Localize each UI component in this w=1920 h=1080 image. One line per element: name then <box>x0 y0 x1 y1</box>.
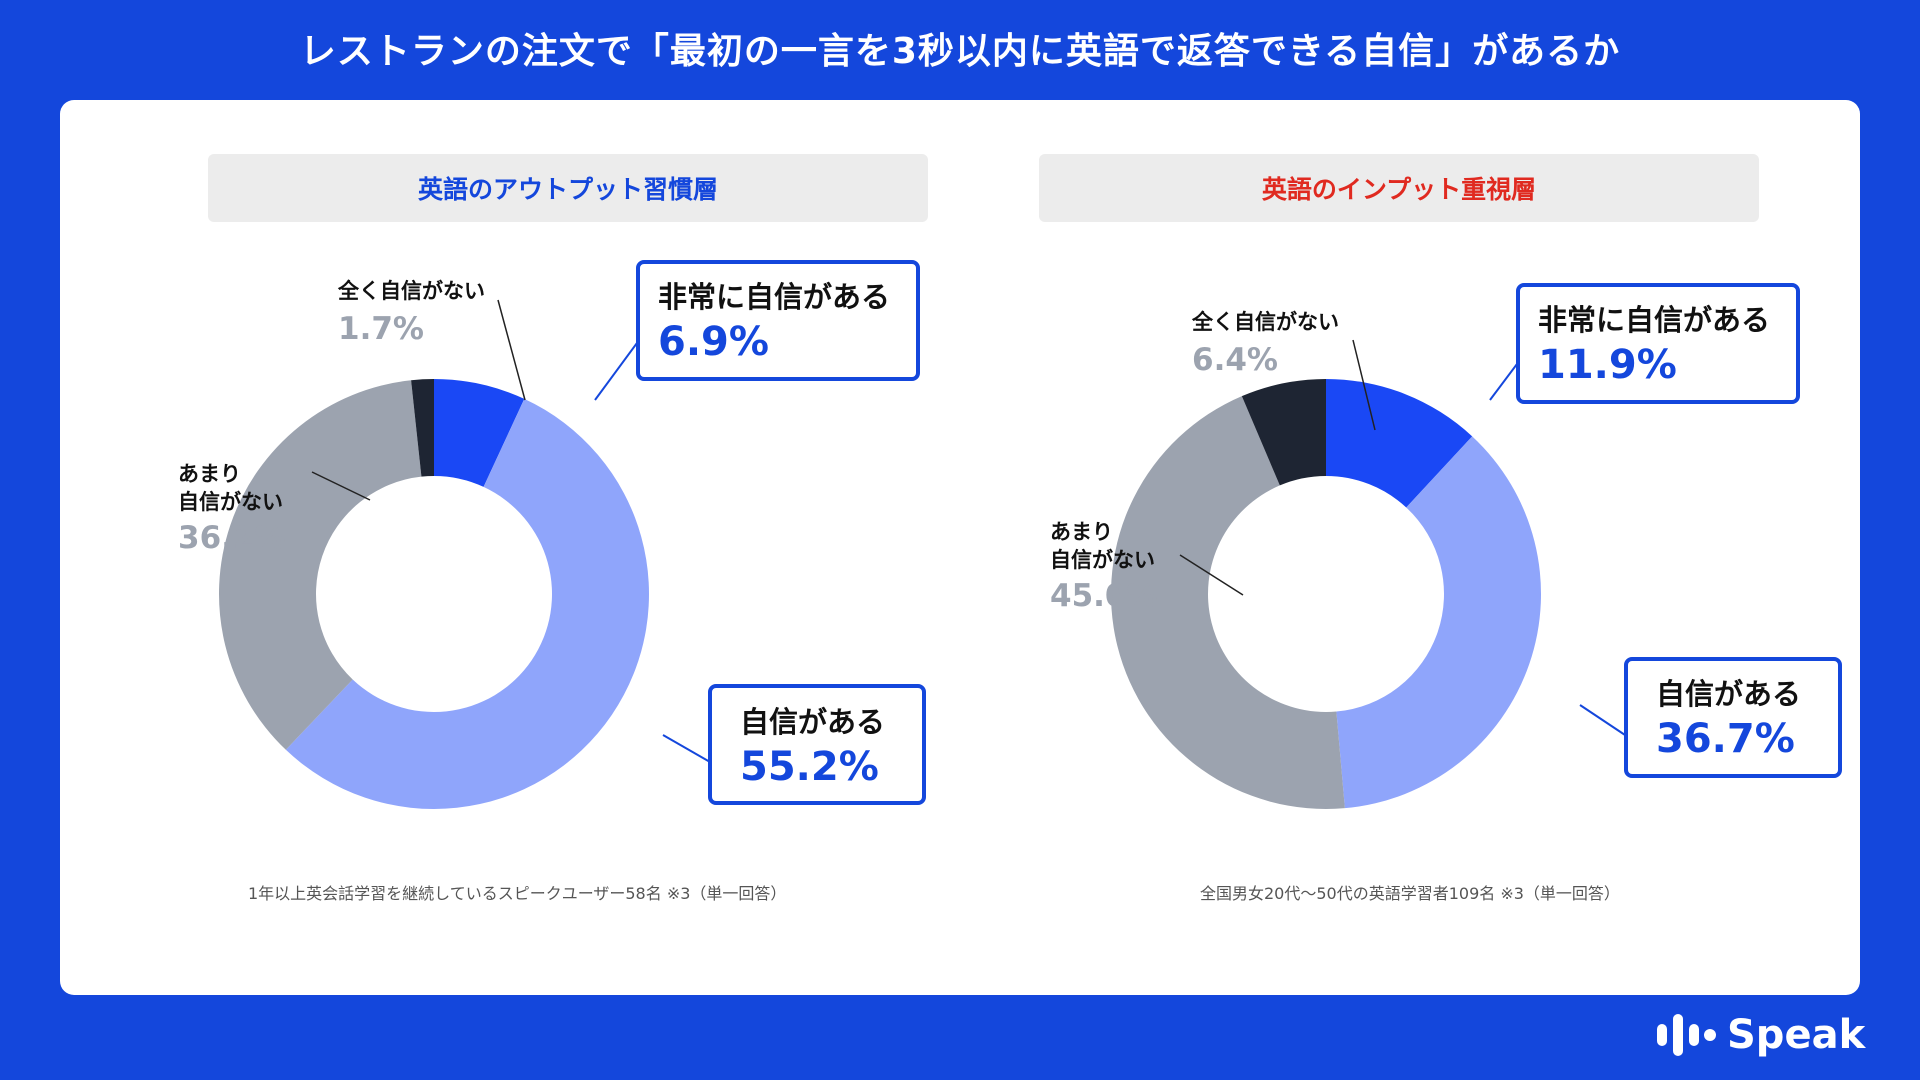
left-leader-not-at-all <box>497 299 526 401</box>
right-pct-not-at-all: 6.4% <box>1192 342 1278 378</box>
right-slice-not-very-confident <box>1111 396 1345 810</box>
left-slice-not-at-all <box>411 379 434 477</box>
left-label-very-confident: 非常に自信がある <box>658 280 890 314</box>
right-pct-very-confident: 11.9% <box>1538 342 1677 388</box>
charts-svg: 非常に自信がある 6.9% 自信がある 55.2% あまり 自信がない 36.2… <box>178 260 1842 903</box>
left-footnote: 1年以上英会話学習を継続しているスピークユーザー58名 ※3（単一回答） <box>248 884 786 903</box>
right-label-not-very-line2: 自信がない <box>1050 548 1155 572</box>
right-leader-confident <box>1579 704 1626 736</box>
left-label-not-at-all: 全く自信がない <box>337 279 485 303</box>
left-leader-very-confident <box>594 342 638 401</box>
brand-logo: Speak <box>1655 1010 1865 1060</box>
left-label-confident: 自信がある <box>740 705 885 739</box>
left-label-not-very-line1: あまり <box>178 462 241 486</box>
right-donut-chart: 非常に自信がある 11.9% 自信がある 36.7% あまり 自信がない 45.… <box>1050 283 1842 903</box>
left-leader-not-very <box>311 471 371 501</box>
left-slice-not-very-confident <box>219 380 422 750</box>
right-slice-confident <box>1336 436 1541 809</box>
right-label-confident: 自信がある <box>1656 677 1801 711</box>
right-label-not-very-line1: あまり <box>1050 520 1113 544</box>
left-pct-very-confident: 6.9% <box>658 319 769 365</box>
right-label-not-at-all: 全く自信がない <box>1191 310 1339 334</box>
brand-name: Speak <box>1727 1012 1866 1058</box>
page-title: レストランの注文で「最初の一言を3秒以内に英語で返答できる自信」があるか <box>299 31 1621 72</box>
left-pct-not-very: 36.2% <box>178 520 286 556</box>
left-slice-confident <box>285 398 649 810</box>
right-slice-very-confident <box>1326 379 1473 508</box>
speak-logo-icon <box>1657 1014 1716 1056</box>
left-slice-very-confident <box>434 379 525 487</box>
chart-card: 英語のアウトプット習慣層 英語のインプット重視層 非常に自信がある 6.9% 自… <box>60 100 1860 995</box>
right-leader-not-at-all <box>1352 339 1376 431</box>
left-donut-chart: 非常に自信がある 6.9% 自信がある 55.2% あまり 自信がない 36.2… <box>178 260 926 903</box>
right-label-box-confident <box>1624 657 1842 778</box>
left-pct-confident: 55.2% <box>740 744 879 790</box>
right-leader-not-very <box>1179 554 1244 596</box>
right-footnote: 全国男女20代〜50代の英語学習者109名 ※3（単一回答） <box>1200 884 1620 903</box>
right-panel-header: 英語のインプット重視層 <box>1039 154 1759 222</box>
left-label-not-very-line2: 自信がない <box>178 490 283 514</box>
left-leader-confident <box>662 734 711 763</box>
left-label-box-very-confident <box>636 260 920 381</box>
right-slice-not-at-all <box>1241 379 1326 486</box>
left-panel-header: 英語のアウトプット習慣層 <box>208 154 928 222</box>
right-label-very-confident: 非常に自信がある <box>1538 303 1770 337</box>
right-label-box-very-confident <box>1516 283 1800 404</box>
left-label-box-confident <box>708 684 926 805</box>
right-leader-very-confident <box>1489 359 1521 401</box>
right-pct-not-very: 45.0% <box>1050 578 1158 614</box>
right-pct-confident: 36.7% <box>1656 716 1795 762</box>
left-pct-not-at-all: 1.7% <box>338 311 424 347</box>
